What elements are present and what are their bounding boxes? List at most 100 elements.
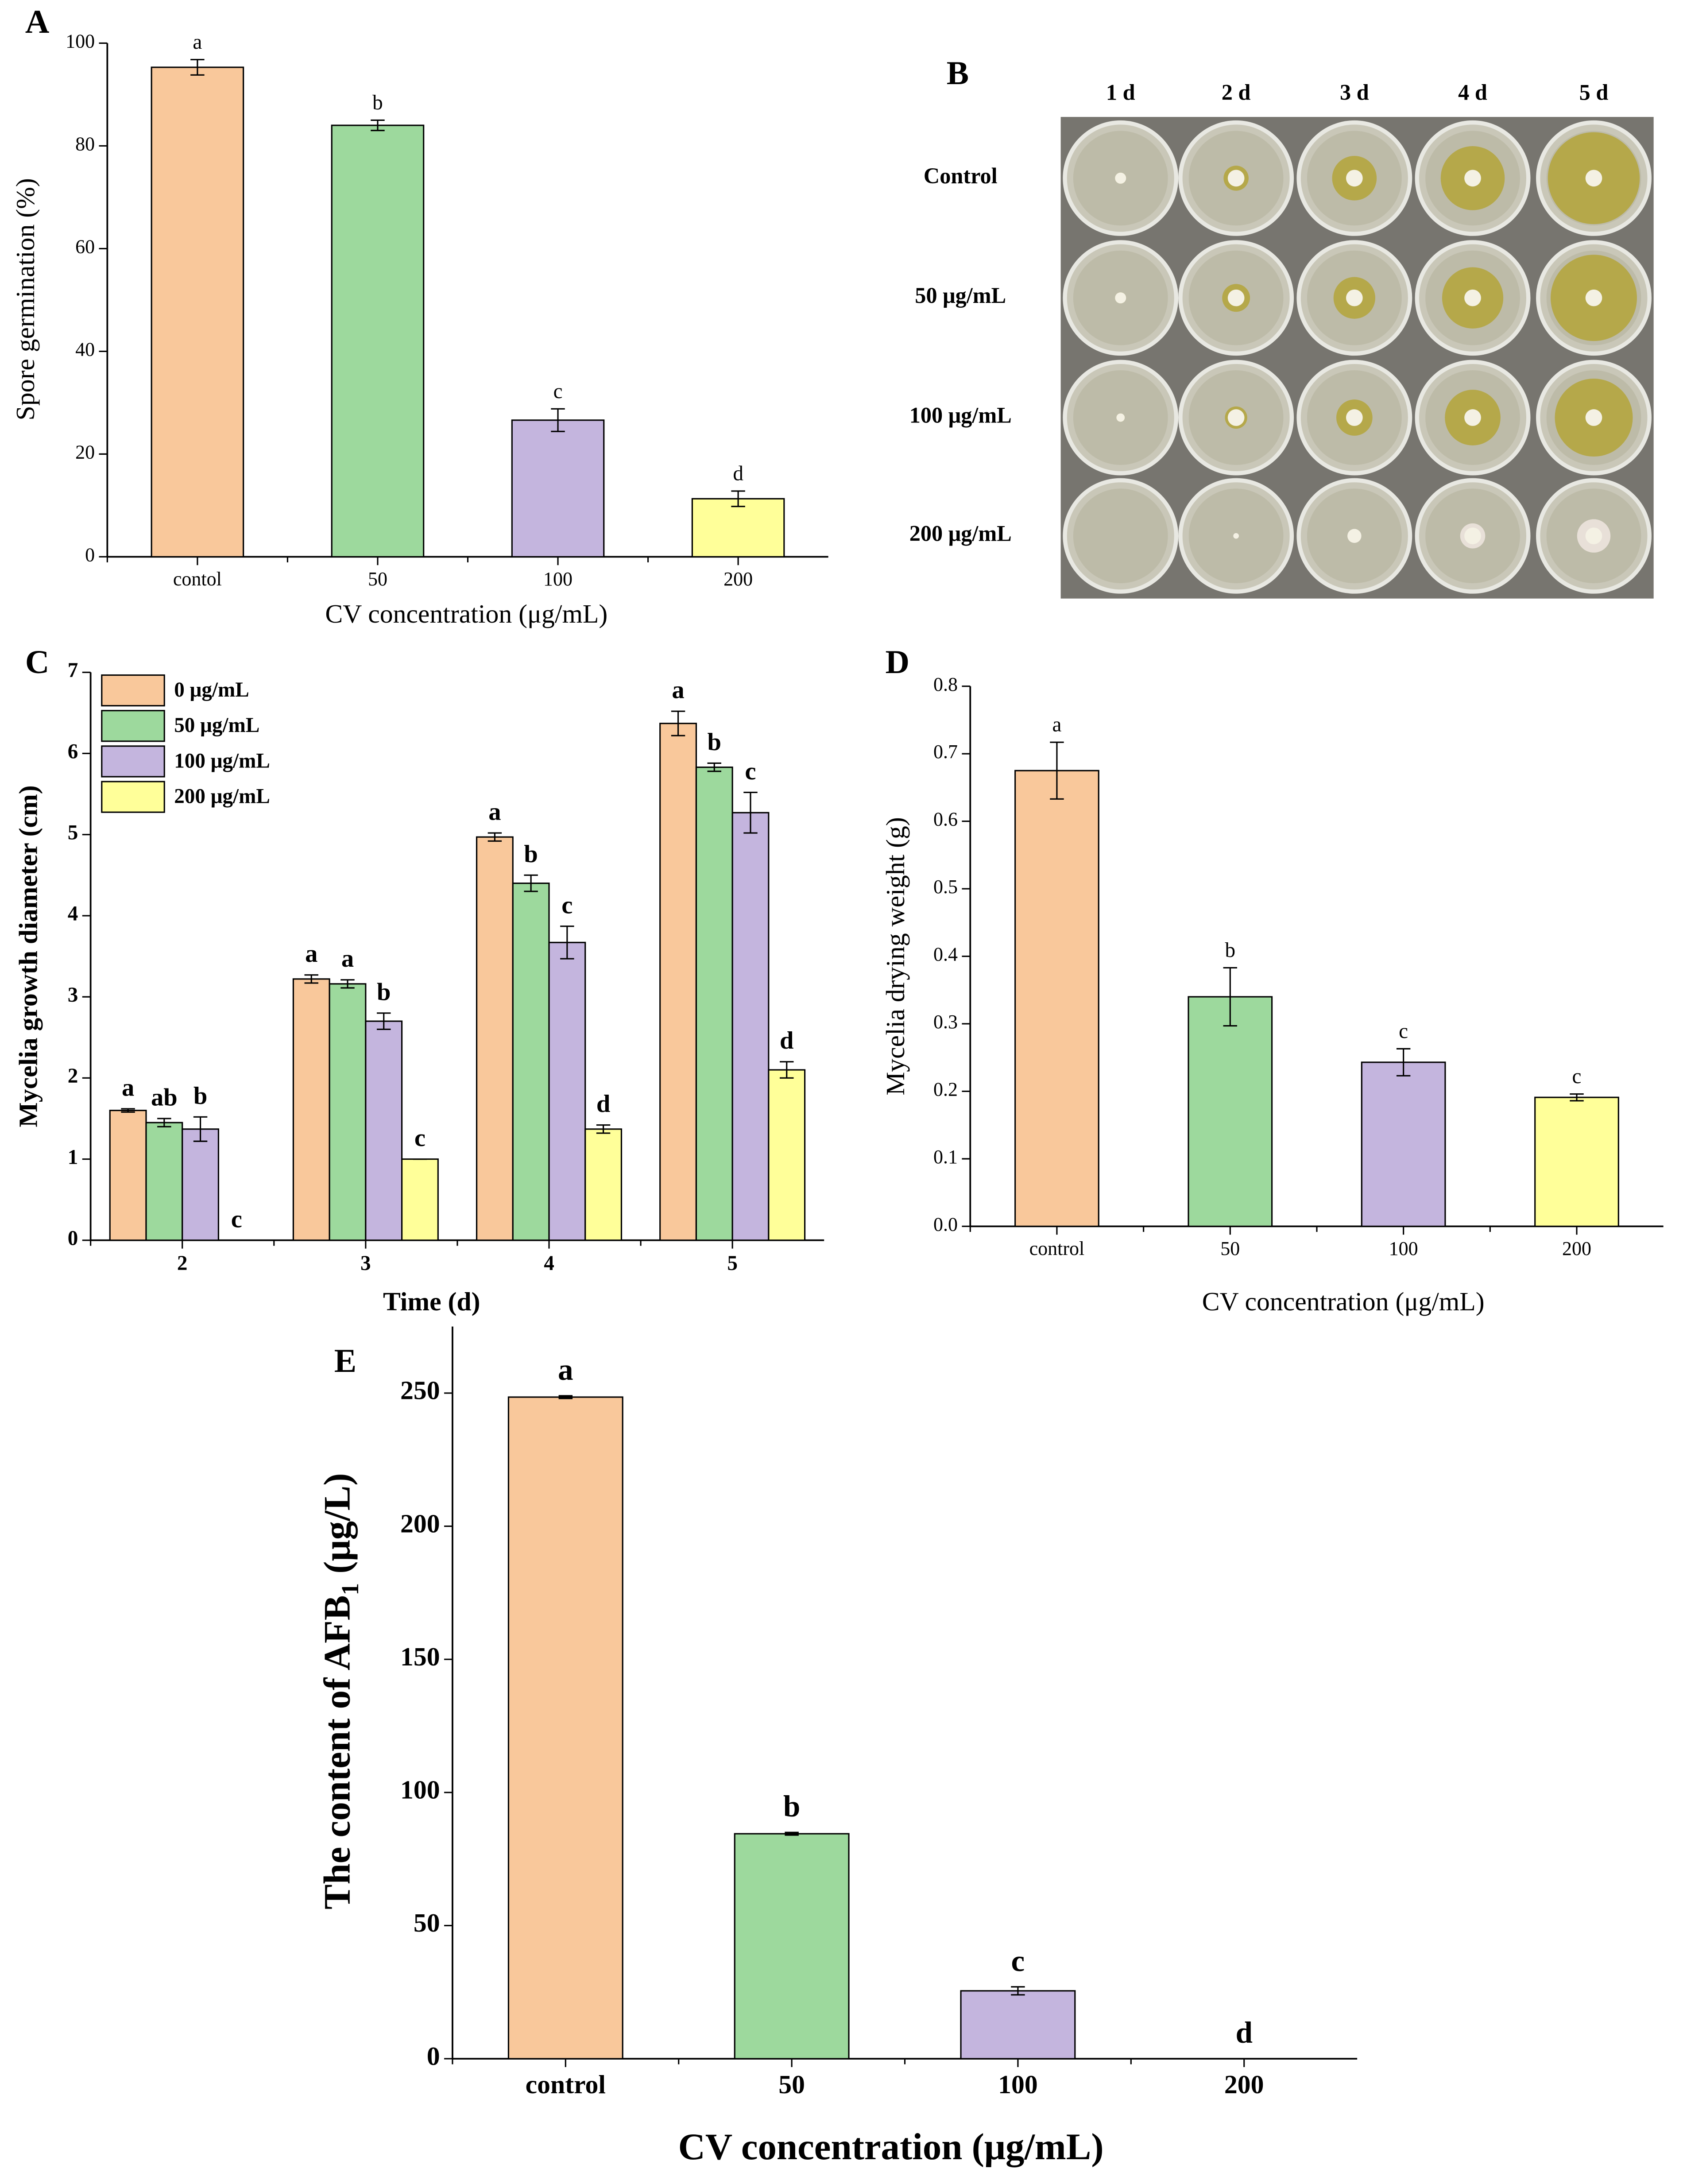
- bar: [1534, 1096, 1619, 1227]
- y-tick-label: 0.3: [933, 1011, 958, 1033]
- y-axis-label: Mycelia growth diameter (cm): [13, 785, 43, 1127]
- colony-center: [1115, 172, 1126, 184]
- bar: [511, 419, 605, 558]
- bar: [548, 941, 586, 1241]
- legend-swatch: [101, 745, 165, 778]
- y-tick-label: 0.4: [933, 944, 958, 965]
- column-label: 1 d: [1106, 80, 1135, 105]
- panel-label: E: [334, 1343, 356, 1379]
- colony-center: [1585, 409, 1602, 426]
- significance-letter: a: [193, 31, 202, 54]
- bar: [329, 983, 367, 1241]
- y-tick-label: 0.2: [933, 1079, 958, 1100]
- y-tick-label: 5: [68, 821, 78, 844]
- colony-center: [1464, 289, 1481, 306]
- bar: [691, 498, 785, 558]
- legend-swatch: [101, 781, 165, 813]
- colony-center: [1585, 289, 1602, 306]
- colony-center: [1346, 170, 1363, 187]
- y-tick-label: 0.0: [933, 1213, 958, 1235]
- y-tick-label: 20: [75, 441, 95, 463]
- x-tick-label: 100: [543, 568, 573, 590]
- y-axis-label-unit: (μg/L): [317, 1473, 358, 1583]
- significance-letter: b: [783, 1789, 800, 1823]
- colony-center: [1464, 527, 1481, 545]
- y-tick-label: 0.8: [933, 674, 958, 695]
- x-tick-label: 100: [1389, 1238, 1418, 1259]
- significance-letter: b: [372, 91, 383, 114]
- bar: [507, 1396, 623, 2060]
- y-tick-label: 4: [68, 902, 78, 925]
- y-axis-label-text: Mycelia growth diameter (cm): [13, 785, 43, 1127]
- colony-center: [1227, 289, 1245, 306]
- significance-letter: c: [414, 1124, 426, 1152]
- y-axis-label: Mycelia drying weight (g): [881, 817, 910, 1096]
- y-axis-label-text: Spore germination (%): [11, 178, 40, 420]
- y-tick-label: 0: [427, 2041, 440, 2071]
- x-tick-label: 100: [998, 2070, 1038, 2099]
- bar: [401, 1158, 439, 1241]
- x-axis-label: Time (d): [383, 1287, 480, 1316]
- y-tick-label: 3: [68, 984, 78, 1007]
- colony-center: [1115, 292, 1126, 304]
- significance-letter: d: [733, 462, 743, 485]
- significance-letter: d: [596, 1090, 610, 1118]
- significance-letter: b: [377, 978, 391, 1006]
- panel-label: B: [947, 55, 969, 92]
- significance-letter: a: [558, 1352, 573, 1386]
- colony-center: [1585, 527, 1602, 545]
- y-tick-label: 2: [68, 1065, 78, 1088]
- y-tick-label: 60: [75, 236, 95, 258]
- column-label: 4 d: [1458, 80, 1487, 105]
- colony-center: [1464, 170, 1481, 187]
- bar: [659, 723, 697, 1241]
- colony-center: [1116, 413, 1125, 422]
- x-axis-label: CV concentration (μg/mL): [678, 2126, 1104, 2168]
- bar: [151, 66, 244, 558]
- bar: [960, 1990, 1076, 2060]
- bar: [182, 1128, 220, 1241]
- x-tick-label: 4: [544, 1252, 554, 1275]
- y-tick-label: 50: [414, 1908, 440, 1937]
- x-tick-label: 3: [360, 1252, 371, 1275]
- bar: [584, 1128, 623, 1241]
- legend-swatch: [101, 674, 165, 707]
- significance-letter: a: [488, 798, 501, 826]
- petri-agar: [1073, 488, 1168, 584]
- x-tick-label: contol: [173, 568, 222, 590]
- bar: [145, 1122, 183, 1241]
- y-tick-label: 0: [85, 544, 95, 565]
- colony-center: [1464, 409, 1481, 426]
- y-tick-label: 40: [75, 338, 95, 360]
- significance-letter: a: [305, 940, 317, 968]
- row-label: Control: [924, 163, 998, 188]
- colony-center: [1585, 170, 1602, 187]
- bar: [768, 1069, 806, 1241]
- y-tick-label: 100: [400, 1775, 440, 1805]
- row-label: 50 μg/mL: [915, 283, 1006, 308]
- bar: [1014, 770, 1099, 1227]
- significance-letter: b: [708, 728, 721, 756]
- x-tick-label: control: [526, 2070, 606, 2099]
- significance-letter: ab: [151, 1084, 178, 1111]
- colony-center: [1227, 170, 1245, 187]
- significance-letter: c: [561, 891, 573, 919]
- significance-letter: d: [780, 1027, 793, 1054]
- y-tick-label: 6: [68, 740, 78, 763]
- significance-letter: a: [1052, 713, 1061, 736]
- x-tick-label: 5: [727, 1252, 738, 1275]
- x-tick-label: 200: [1562, 1238, 1591, 1259]
- x-axis-label: CV concentration (μg/mL): [325, 599, 607, 628]
- row-label: 200 μg/mL: [909, 521, 1012, 546]
- bar: [331, 124, 425, 558]
- colony-center: [1227, 409, 1245, 426]
- x-tick-label: 50: [778, 2070, 805, 2099]
- y-tick-label: 150: [400, 1642, 440, 1671]
- colony-center: [1233, 533, 1239, 539]
- significance-letter: c: [1011, 1944, 1025, 1978]
- y-tick-label: 200: [400, 1509, 440, 1538]
- y-tick-label: 1: [68, 1146, 78, 1169]
- colony-center: [1347, 529, 1362, 543]
